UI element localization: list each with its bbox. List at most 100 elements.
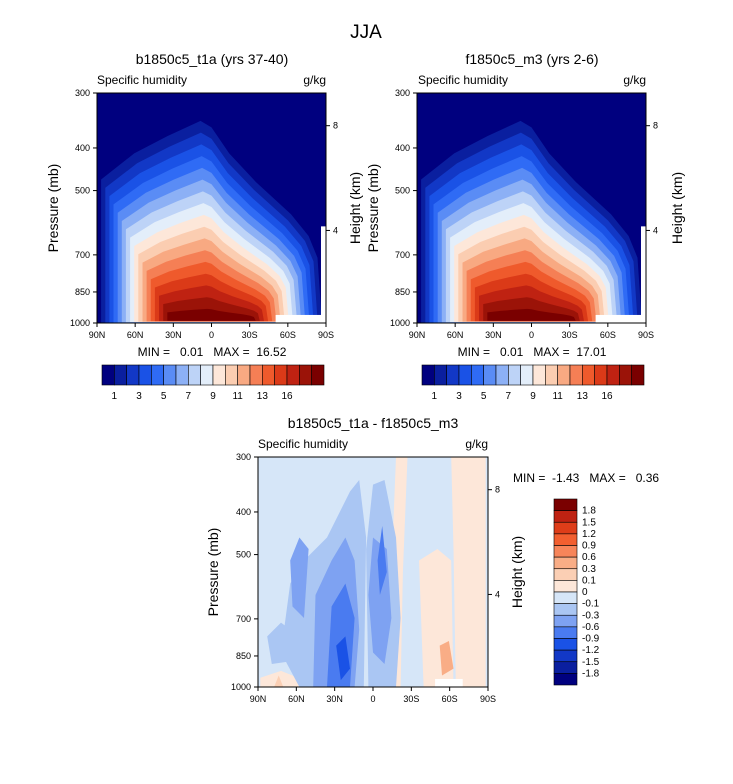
colorbar-label: 1 xyxy=(432,391,438,402)
colorbar-swatch xyxy=(553,673,578,686)
stats-label: MIN = 0.01 MAX = 17.01 xyxy=(458,345,607,359)
colorbar-swatch xyxy=(274,364,288,386)
colorbar-swatch xyxy=(553,556,578,570)
x-tick-label: 30S xyxy=(562,330,578,340)
y-right-tick-label: 8 xyxy=(653,121,658,131)
y-right-tick-label: 4 xyxy=(653,225,658,235)
colorbar-swatch xyxy=(114,364,127,386)
x-tick-label: 60S xyxy=(280,330,296,340)
x-tick-label: 90S xyxy=(318,330,334,340)
colorbar-swatch xyxy=(557,364,571,386)
colorbar: 1 3 5 7 9 11 13 16 xyxy=(101,364,325,402)
y-tick-label: 400 xyxy=(395,143,410,153)
y-axis: 300 400 500 700 850 1000 xyxy=(70,88,97,328)
colorbar: 1.81.51.20.90.60.30.10-0.1-0.3-0.6-0.9-1… xyxy=(553,498,600,686)
colorbar-swatch xyxy=(483,364,497,386)
y-right-tick-label: 8 xyxy=(333,121,338,131)
missing-area xyxy=(275,314,326,323)
colorbar-swatch xyxy=(200,364,214,386)
colorbar-swatch xyxy=(311,364,325,386)
missing-area xyxy=(641,226,646,323)
y-tick-label: 300 xyxy=(395,88,410,98)
colorbar-swatch xyxy=(553,521,578,535)
colorbar-swatch xyxy=(446,364,460,386)
panel-title: b1850c5_t1a - f1850c5_m3 xyxy=(288,415,459,431)
y-tick-label: 300 xyxy=(236,452,251,462)
colorbar-label: 16 xyxy=(281,391,293,402)
colorbar-swatch xyxy=(126,364,140,386)
variable-label: Specific humidity xyxy=(97,73,187,87)
y-axis: 300 400 500 700 850 1000 xyxy=(390,88,417,328)
x-tick-label: 30S xyxy=(403,694,419,704)
colorbar-label: 11 xyxy=(232,391,243,402)
y-axis-right: 84 xyxy=(488,485,500,599)
variable-label: Specific humidity xyxy=(258,437,348,451)
y-tick-label: 700 xyxy=(395,250,410,260)
colorbar-label: -1.5 xyxy=(582,657,600,668)
colorbar-swatch xyxy=(471,364,484,386)
colorbar-label: 7 xyxy=(186,391,192,402)
colorbar-swatch xyxy=(553,568,578,581)
missing-area xyxy=(595,314,646,323)
y-axis: 300 400 500 700 850 1000 xyxy=(231,452,258,692)
colorbar-swatch xyxy=(458,364,472,386)
colorbar-swatch xyxy=(175,364,189,386)
variable-label: Specific humidity xyxy=(418,73,508,87)
contour-band xyxy=(274,675,284,687)
colorbar-label: 7 xyxy=(506,391,512,402)
units-label: g/kg xyxy=(623,73,646,87)
colorbar-swatch xyxy=(299,364,312,386)
colorbar-label: 0.6 xyxy=(582,552,596,563)
colorbar-swatch xyxy=(545,364,558,386)
missing-area xyxy=(321,226,326,323)
y-tick-label: 500 xyxy=(236,550,251,560)
colorbar-swatch xyxy=(569,364,583,386)
colorbar-label: 13 xyxy=(577,391,589,402)
colorbar-label: 1 xyxy=(112,391,118,402)
colorbar-swatch xyxy=(508,364,521,386)
x-tick-label: 60N xyxy=(447,330,464,340)
colorbar-swatch xyxy=(553,591,578,604)
x-tick-label: 0 xyxy=(370,694,375,704)
y-tick-label: 850 xyxy=(395,287,410,297)
colorbar-swatch xyxy=(212,364,226,386)
y-axis-right-title: Height (km) xyxy=(669,172,685,244)
colorbar-swatch xyxy=(434,364,447,386)
panel-difference: b1850c5_t1a - f1850c5_m3 Specific humidi… xyxy=(205,415,659,704)
missing-area xyxy=(435,678,463,687)
x-tick-label: 30S xyxy=(242,330,258,340)
colorbar-label: -1.8 xyxy=(582,668,600,679)
contour-band xyxy=(439,641,454,676)
colorbar-label: 1.5 xyxy=(582,517,596,528)
colorbar-swatch xyxy=(520,364,534,386)
contour-field xyxy=(258,457,488,687)
colorbar-label: 3 xyxy=(136,391,142,402)
colorbar-swatch xyxy=(553,638,578,651)
y-axis-title: Pressure (mb) xyxy=(205,528,221,617)
y-tick-label: 500 xyxy=(75,186,90,196)
y-tick-label: 1000 xyxy=(231,682,251,692)
colorbar-label: -0.1 xyxy=(582,599,600,610)
colorbar-label: 5 xyxy=(481,391,487,402)
x-axis: 90N 60N 30N 0 30S 60S 90S xyxy=(250,687,496,704)
colorbar-label: -0.9 xyxy=(582,634,600,645)
colorbar-label: 0.9 xyxy=(582,541,596,552)
x-tick-label: 30N xyxy=(485,330,502,340)
x-tick-label: 90N xyxy=(89,330,106,340)
y-right-tick-label: 8 xyxy=(495,485,500,495)
colorbar-swatch xyxy=(553,510,578,523)
contour-field xyxy=(97,93,326,323)
colorbar-label: 5 xyxy=(161,391,167,402)
y-tick-label: 300 xyxy=(75,88,90,98)
stats-label: MIN = 0.01 MAX = 16.52 xyxy=(138,345,287,359)
colorbar-swatch xyxy=(286,364,300,386)
colorbar-label: 1.2 xyxy=(582,529,596,540)
colorbar-swatch xyxy=(553,649,578,663)
y-tick-label: 850 xyxy=(236,651,251,661)
colorbar-label: 0.1 xyxy=(582,575,596,586)
colorbar-swatch xyxy=(553,603,578,616)
y-axis-right: 84 xyxy=(326,121,338,235)
colorbar-swatch xyxy=(163,364,177,386)
x-tick-label: 60S xyxy=(442,694,458,704)
